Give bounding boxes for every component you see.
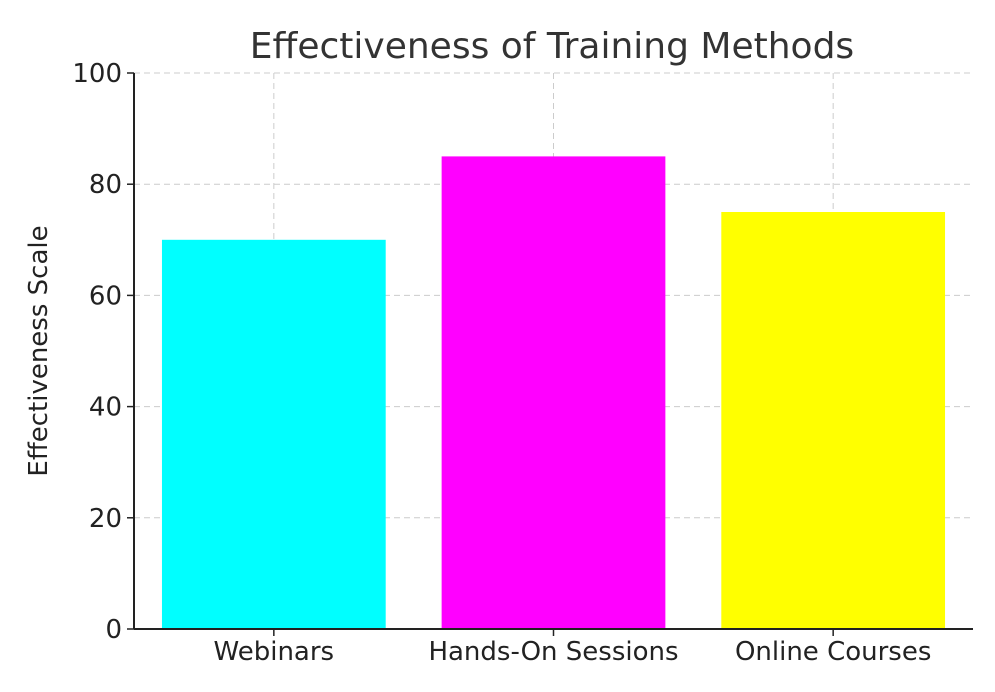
- x-tick-label: Online Courses: [735, 637, 931, 667]
- y-tick-label: 40: [89, 393, 122, 423]
- axes: [127, 72, 973, 636]
- x-tick-label: Hands-On Sessions: [428, 637, 678, 667]
- x-tick-label: Webinars: [214, 637, 335, 667]
- chart-title: Effectiveness of Training Methods: [250, 26, 854, 67]
- y-tick-label: 100: [72, 59, 122, 89]
- bars: [161, 156, 946, 630]
- tick-labels: 0 20 40 60 80 100 Webinars Hands-On Sessions Onl…: [72, 59, 931, 667]
- y-tick-label: 60: [89, 281, 122, 311]
- y-axis-label: Effectiveness Scale: [24, 225, 54, 476]
- y-tick-label: 20: [89, 504, 122, 534]
- y-tick-label: 80: [89, 170, 122, 200]
- bar-online-courses: [721, 212, 946, 629]
- bar-webinars: [161, 239, 386, 630]
- y-tick-label: 0: [105, 615, 122, 645]
- bar-hands-on-sessions: [441, 156, 666, 629]
